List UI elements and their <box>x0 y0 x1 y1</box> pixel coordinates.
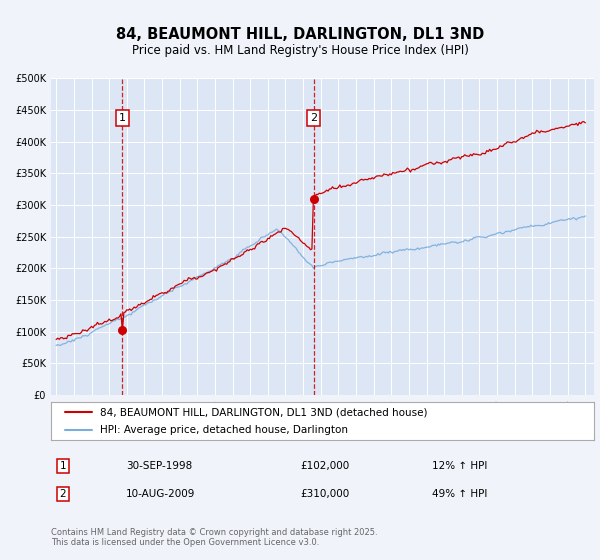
Text: 12% ↑ HPI: 12% ↑ HPI <box>432 461 487 471</box>
Text: 2: 2 <box>310 113 317 123</box>
Text: 30-SEP-1998: 30-SEP-1998 <box>126 461 192 471</box>
Text: 2: 2 <box>59 489 67 499</box>
Text: Contains HM Land Registry data © Crown copyright and database right 2025.
This d: Contains HM Land Registry data © Crown c… <box>51 528 377 547</box>
Text: 84, BEAUMONT HILL, DARLINGTON, DL1 3ND: 84, BEAUMONT HILL, DARLINGTON, DL1 3ND <box>116 27 484 42</box>
Point <box>118 326 127 335</box>
Text: 10-AUG-2009: 10-AUG-2009 <box>126 489 196 499</box>
Text: £310,000: £310,000 <box>300 489 349 499</box>
Point <box>309 194 319 203</box>
Text: HPI: Average price, detached house, Darlington: HPI: Average price, detached house, Darl… <box>100 426 348 436</box>
Text: 49% ↑ HPI: 49% ↑ HPI <box>432 489 487 499</box>
Text: 1: 1 <box>119 113 126 123</box>
Text: Price paid vs. HM Land Registry's House Price Index (HPI): Price paid vs. HM Land Registry's House … <box>131 44 469 57</box>
Text: 84, BEAUMONT HILL, DARLINGTON, DL1 3ND (detached house): 84, BEAUMONT HILL, DARLINGTON, DL1 3ND (… <box>100 407 427 417</box>
Text: £102,000: £102,000 <box>300 461 349 471</box>
Text: 1: 1 <box>59 461 67 471</box>
